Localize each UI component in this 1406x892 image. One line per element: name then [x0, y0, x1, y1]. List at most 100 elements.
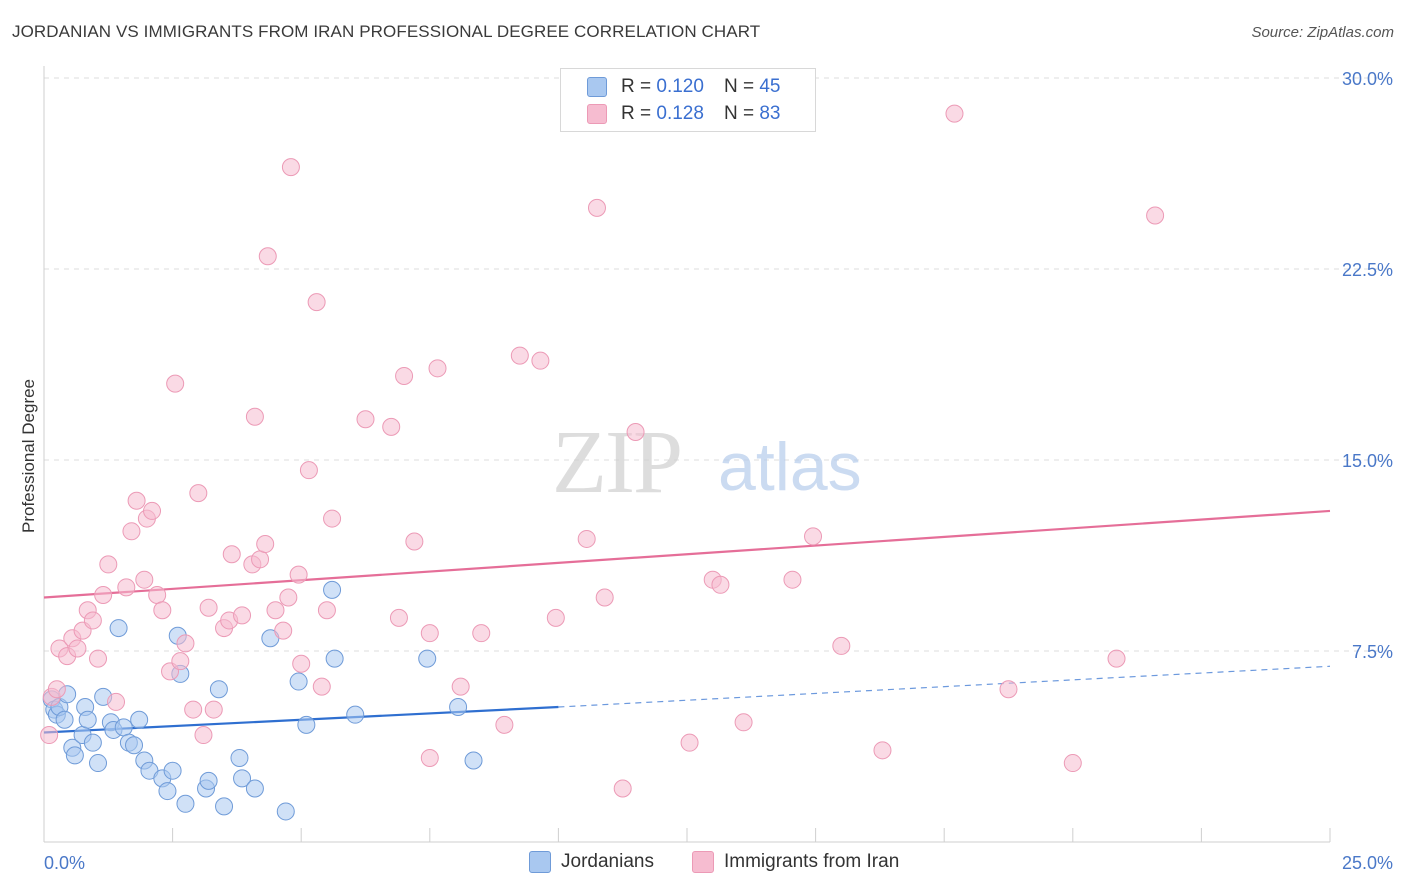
point-jordanian [346, 705, 365, 724]
legend-item-jordanians[interactable]: Jordanians [529, 851, 654, 873]
source-credit: Source: ZipAtlas.com [1251, 24, 1394, 41]
point-iran [99, 555, 118, 574]
point-jordanian [83, 733, 102, 752]
chart-title: JORDANIAN VS IMMIGRANTS FROM IRAN PROFES… [12, 22, 761, 41]
point-iran [420, 748, 439, 767]
point-iran [405, 532, 424, 551]
point-iran [189, 484, 208, 503]
point-iran [279, 588, 298, 607]
point-jordanian [323, 580, 342, 599]
point-iran [317, 601, 336, 620]
point-iran [531, 351, 550, 370]
point-iran [577, 529, 596, 548]
point-iran [194, 726, 213, 745]
point-iran [274, 621, 293, 640]
point-iran [832, 636, 851, 655]
point-iran [281, 158, 300, 177]
point-iran [472, 624, 491, 643]
legend-n-label: N = [723, 76, 755, 97]
point-iran [312, 677, 331, 696]
point-iran [135, 570, 154, 589]
point-iran [122, 522, 141, 541]
point-iran [299, 461, 318, 480]
point-iran [595, 588, 614, 607]
point-iran [222, 545, 241, 564]
point-iran [40, 726, 59, 745]
point-jordanian [230, 748, 249, 767]
point-iran [292, 654, 311, 673]
point-iran [613, 779, 632, 798]
point-iran [546, 608, 565, 627]
point-jordanian [55, 710, 74, 729]
point-jordanian [297, 715, 316, 734]
point-iran [1063, 754, 1082, 773]
point-iran [117, 578, 136, 597]
point-iran [420, 624, 439, 643]
legend-n-label: N = [723, 103, 755, 124]
legend-swatch-blue [587, 77, 607, 97]
y-tick-label: 22.5% [1342, 260, 1393, 280]
point-jordanian [418, 649, 437, 668]
legend-n-value: 45 [759, 76, 781, 97]
legend-label-iran: Immigrants from Iran [724, 851, 900, 872]
point-iran [83, 611, 102, 630]
point-iran [680, 733, 699, 752]
legend-swatch-pink [587, 104, 607, 124]
point-jordanian [289, 672, 308, 691]
point-iran [68, 639, 87, 658]
data-points [40, 104, 1165, 821]
point-iran [143, 501, 162, 520]
point-iran [153, 601, 172, 620]
point-jordanian [130, 710, 149, 729]
point-iran [289, 565, 308, 584]
point-iran [176, 634, 195, 653]
point-iran [382, 417, 401, 436]
legend-n-value: 83 [759, 103, 781, 124]
point-jordanian [245, 779, 264, 798]
point-iran [251, 550, 270, 569]
point-iran [323, 509, 342, 528]
legend-item-iran[interactable]: Immigrants from Iran [692, 851, 899, 873]
legend-r-label: R = [621, 103, 652, 124]
point-iran [256, 535, 275, 554]
point-jordanian [209, 680, 228, 699]
legend-row-jordanians: R = 0.120 N = 45 [587, 74, 800, 100]
x-tick-label: 0.0% [44, 853, 85, 873]
point-iran [626, 422, 645, 441]
point-iran [233, 606, 252, 625]
watermark-atlas: atlas [718, 429, 862, 505]
point-iran [184, 700, 203, 719]
point-iran [389, 608, 408, 627]
point-iran [356, 410, 375, 429]
point-iran [89, 649, 108, 668]
point-iran [783, 570, 802, 589]
legend-r-value: 0.120 [656, 76, 704, 97]
point-iran [166, 374, 185, 393]
point-jordanian [158, 782, 177, 801]
point-jordanian [163, 761, 182, 780]
legend-r-label: R = [621, 76, 652, 97]
point-iran [734, 713, 753, 732]
legend-r-value: 0.128 [656, 103, 704, 124]
legend-row-iran: R = 0.128 N = 83 [587, 101, 800, 127]
x-tick-label: 25.0% [1342, 853, 1393, 873]
legend-swatch-blue [529, 851, 551, 873]
trend-line-jordanians-extrapolated [558, 665, 1331, 708]
point-jordanian [114, 718, 133, 737]
y-tick-label: 15.0% [1342, 451, 1393, 471]
point-iran [107, 692, 126, 711]
point-iran [451, 677, 470, 696]
point-iran [199, 598, 218, 617]
point-iran [148, 585, 167, 604]
point-iran [245, 407, 264, 426]
point-iran [587, 198, 606, 217]
y-tick-label: 7.5% [1352, 642, 1393, 662]
point-iran [127, 491, 146, 510]
point-jordanian [276, 802, 295, 821]
point-jordanian [199, 771, 218, 790]
point-iran [307, 293, 326, 312]
series-legend: Jordanians Immigrants from Iran [0, 851, 1406, 877]
point-jordanian [464, 751, 483, 770]
point-jordanian [89, 754, 108, 773]
